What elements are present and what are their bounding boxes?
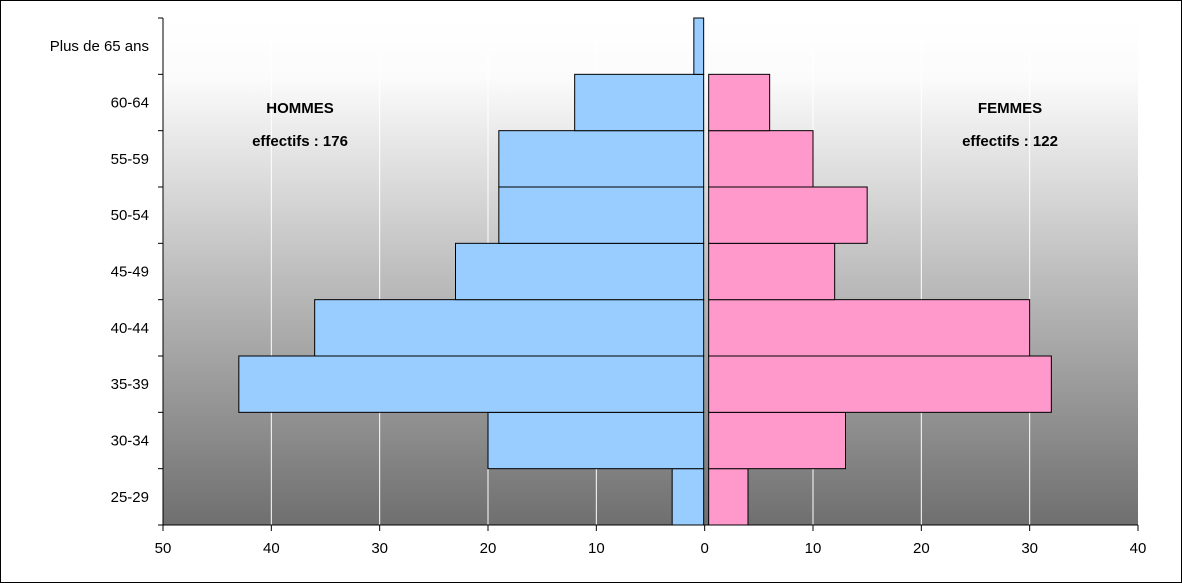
hommes-label: HOMMES — [266, 100, 334, 117]
bars — [238, 17, 1052, 526]
y-tick-label: 30-34 — [111, 433, 149, 450]
x-axis-ticks: 50 40 30 20 10 0 10 20 30 40 — [155, 525, 1147, 557]
bar-femmes — [708, 130, 814, 188]
y-tick-label: Plus de 65 ans — [50, 38, 149, 55]
y-tick-label: 40-44 — [111, 320, 149, 337]
y-tick-label: 55-59 — [111, 151, 149, 168]
bar-hommes — [498, 130, 705, 188]
hommes-count-label: effectifs : 176 — [252, 133, 348, 150]
y-tick-label: 35-39 — [111, 376, 149, 393]
y-tick-label: 60-64 — [111, 95, 149, 112]
bar-hommes — [671, 468, 705, 526]
x-tick-label: 30 — [1021, 540, 1038, 557]
femmes-label: FEMMES — [978, 100, 1042, 117]
bar-femmes — [708, 411, 847, 470]
bar-femmes — [708, 186, 868, 244]
bar-hommes — [487, 411, 705, 470]
bar-femmes — [708, 242, 836, 301]
x-tick-label: 20 — [480, 540, 497, 557]
x-tick-label: 30 — [371, 540, 388, 557]
x-tick-label: 0 — [700, 540, 708, 557]
x-tick-label: 40 — [1130, 540, 1147, 557]
x-tick-label: 40 — [263, 540, 280, 557]
bar-hommes — [314, 299, 705, 357]
bar-femmes — [708, 355, 1052, 413]
x-tick-label: 50 — [155, 540, 172, 557]
x-tick-label: 10 — [588, 540, 605, 557]
bar-femmes — [708, 299, 1031, 357]
y-tick-label: 25-29 — [111, 489, 149, 506]
x-tick-label: 20 — [913, 540, 930, 557]
bar-hommes — [574, 73, 705, 132]
femmes-count-label: effectifs : 122 — [962, 133, 1058, 150]
x-tick-label: 10 — [805, 540, 822, 557]
bar-femmes — [708, 468, 749, 526]
bar-hommes — [498, 186, 705, 244]
y-tick-label: 50-54 — [111, 207, 149, 224]
bar-hommes — [455, 242, 705, 301]
bar-hommes — [693, 17, 705, 75]
y-axis-ticks: 25-29 30-34 35-39 40-44 45-49 50-54 55-59 60-64… — [50, 17, 163, 526]
bar-hommes — [238, 355, 705, 413]
bar-femmes — [708, 73, 771, 132]
y-tick-label: 45-49 — [111, 264, 149, 281]
